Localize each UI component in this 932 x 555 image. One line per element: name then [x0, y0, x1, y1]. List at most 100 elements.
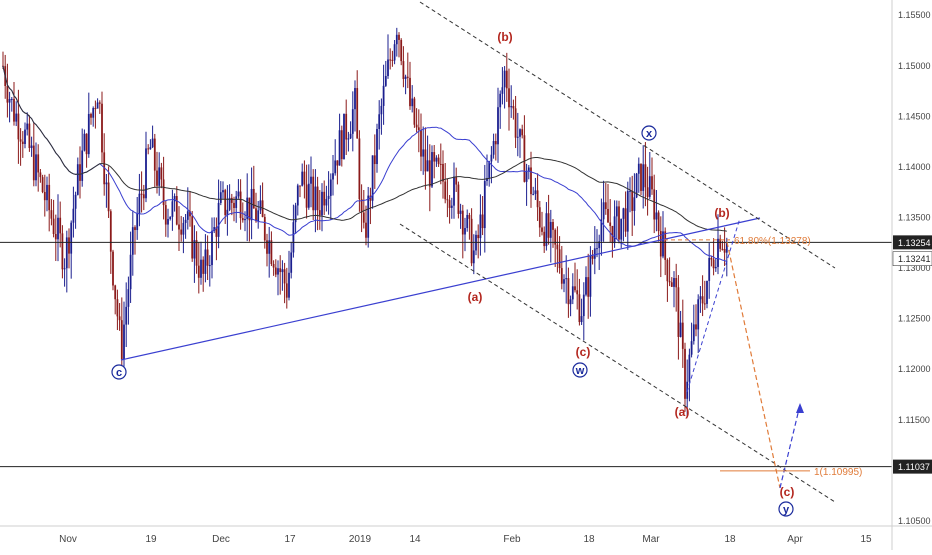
- y-tick-label: 1.14500: [898, 111, 931, 121]
- y-tick-label: 1.15000: [898, 61, 931, 71]
- candle-body: [105, 182, 108, 185]
- candle-body: [131, 227, 134, 255]
- x-tick-label: 18: [724, 534, 736, 545]
- candle-body: [248, 197, 251, 221]
- candle-body: [582, 294, 585, 317]
- candle-body: [549, 221, 552, 238]
- candle-body: [321, 191, 323, 216]
- x-tick-label: 14: [409, 534, 421, 545]
- candle-body: [668, 281, 671, 283]
- price-tag-label: 1.11037: [898, 462, 930, 472]
- candle-body: [17, 113, 20, 140]
- candle-body: [622, 208, 625, 219]
- candle-body: [123, 324, 125, 360]
- candle-body: [541, 227, 543, 232]
- candle-body: [43, 191, 46, 201]
- wave-label-circle: [572, 362, 588, 378]
- candle-body: [459, 210, 462, 214]
- candle-body: [646, 187, 649, 197]
- candle-body: [701, 296, 704, 304]
- candle-body: [532, 193, 535, 195]
- wave-label-circle: [641, 125, 657, 141]
- candle-body: [208, 265, 211, 267]
- candle-body: [129, 254, 132, 290]
- candle-body: [642, 164, 645, 191]
- candle-body: [393, 44, 396, 61]
- candle-body: [195, 240, 198, 266]
- candle-body: [677, 287, 680, 337]
- candle-body: [567, 278, 570, 305]
- candle-body: [598, 241, 601, 249]
- candle-body: [167, 218, 169, 225]
- candle-body: [404, 76, 407, 79]
- candle-body: [409, 77, 411, 107]
- candle-body: [530, 167, 532, 195]
- candle-body: [644, 164, 647, 188]
- x-tick-label: Feb: [503, 534, 521, 545]
- candle-body: [508, 88, 510, 108]
- wave-label: (b): [714, 206, 729, 220]
- candle-body: [277, 268, 279, 275]
- trendline-support: [120, 217, 761, 361]
- candle-body: [85, 133, 88, 155]
- candle-body: [651, 176, 653, 190]
- candle-body: [690, 341, 693, 355]
- x-tick-label: 19: [145, 534, 157, 545]
- candle-body: [349, 133, 352, 139]
- candle-body: [620, 218, 623, 240]
- candle-body: [563, 279, 565, 284]
- candle-body: [175, 196, 178, 225]
- candle-body: [373, 155, 376, 165]
- candle-body: [684, 348, 686, 399]
- candle-body: [455, 176, 458, 185]
- candle-body: [681, 322, 684, 349]
- candle-body: [305, 184, 308, 208]
- candle-body: [486, 177, 488, 182]
- candle-body: [182, 222, 185, 235]
- candle-body: [261, 200, 264, 217]
- candle-body: [24, 129, 26, 144]
- candle-body: [439, 163, 442, 165]
- candle-body: [334, 160, 337, 174]
- candle-body: [81, 150, 84, 181]
- candle-body: [283, 269, 286, 284]
- candle-body: [19, 139, 22, 142]
- candle-body: [272, 263, 275, 268]
- candle-body: [13, 98, 15, 122]
- candle-body: [296, 185, 299, 206]
- candle-body: [94, 108, 97, 110]
- candle-body: [624, 208, 627, 232]
- candle-body: [699, 296, 702, 300]
- candle-body: [90, 113, 92, 118]
- candle-body: [505, 70, 508, 89]
- candle-body: [490, 154, 493, 162]
- candle-body: [604, 202, 607, 209]
- price-tag-box: [893, 235, 932, 250]
- candle-body: [415, 124, 418, 128]
- y-tick-label: 1.13500: [898, 212, 931, 222]
- candle-body: [127, 289, 130, 307]
- candle-body: [538, 207, 541, 228]
- candle-body: [560, 268, 563, 284]
- candle-body: [230, 197, 233, 203]
- candle-body: [442, 163, 444, 182]
- candle-body: [457, 184, 460, 214]
- candle-body: [488, 161, 491, 178]
- wave-labels: c (a) (b) (c) w x (a) (b) (c) y: [111, 30, 794, 517]
- candle-body: [87, 113, 90, 155]
- candle-body: [21, 141, 24, 144]
- candle-body: [191, 216, 194, 259]
- candle-body: [395, 34, 398, 45]
- candle-body: [477, 234, 480, 239]
- candle-body: [314, 186, 317, 211]
- candle-body: [659, 231, 662, 257]
- wave-label: y: [783, 504, 790, 516]
- candle-body: [466, 214, 469, 229]
- candle-body: [54, 234, 57, 240]
- candle-body: [59, 217, 62, 234]
- candle-body: [32, 145, 35, 181]
- candle-body: [666, 259, 669, 282]
- candle-body: [252, 188, 255, 209]
